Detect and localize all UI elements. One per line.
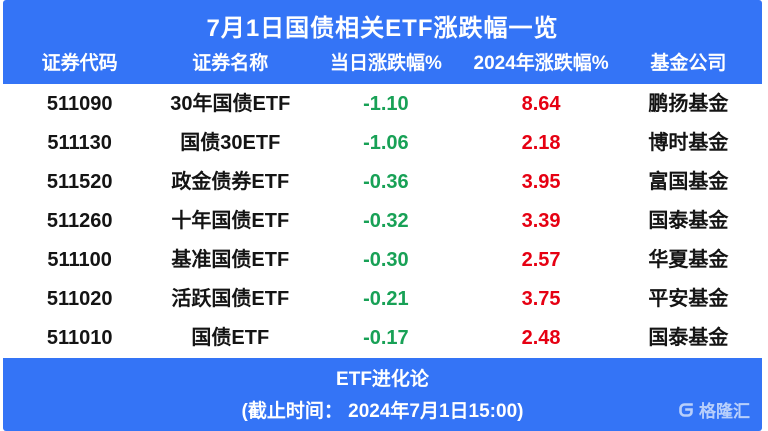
table-row: 511020 活跃国债ETF -0.21 3.75 平安基金 [3,280,762,319]
cell-code: 511130 [47,131,112,154]
col-header-code: 证券代码 [41,52,118,74]
col-header-name: 证券名称 [192,52,269,74]
table-body: 511090 30年国债ETF -1.10 8.64 鹏扬基金 511130 国… [3,84,762,358]
cell-day-change: -1.10 [363,92,409,115]
cell-code: 511100 [47,249,112,272]
cell-code: 511520 [46,170,113,193]
table-row: 511100 基准国债ETF -0.30 2.57 华夏基金 [3,241,762,280]
title-header-block: 7月1日国债相关ETF涨跌幅一览 证券代码 证券名称 当日涨跌幅% 2024年涨… [3,0,762,84]
cell-name: 国债ETF [191,327,270,350]
cell-day-change: -0.36 [363,170,409,193]
table-header-row: 证券代码 证券名称 当日涨跌幅% 2024年涨跌幅% 基金公司 [3,44,762,84]
footer-bar: ETF进化论 (截止时间： 2024年7月1日15:00) 格隆汇 [3,358,762,431]
cell-company: 富国基金 [648,170,729,193]
cell-company: 国泰基金 [648,209,729,232]
cell-company: 鹏扬基金 [648,92,729,115]
cell-ytd-change: 2.48 [521,327,561,350]
cell-name: 国债30ETF [180,131,281,154]
table-row: 511090 30年国债ETF -1.10 8.64 鹏扬基金 [3,84,762,123]
cell-ytd-change: 3.75 [521,288,561,311]
cell-name: 政金债券ETF [171,170,290,193]
cell-name: 30年国债ETF [170,92,291,115]
gelonghui-watermark: 格隆汇 [677,397,750,422]
table-row: 511260 十年国债ETF -0.32 3.39 国泰基金 [3,201,762,240]
cell-ytd-change: 2.57 [521,249,561,272]
table-row: 511010 国债ETF -0.17 2.48 国泰基金 [3,319,762,358]
cell-company: 平安基金 [648,288,729,311]
cell-company: 国泰基金 [648,327,729,350]
cell-day-change: -0.30 [363,249,409,272]
cell-code: 511260 [46,209,113,232]
page-title: 7月1日国债相关ETF涨跌幅一览 [206,14,559,42]
cell-code: 511010 [46,327,113,350]
cell-name: 基准国债ETF [171,249,290,272]
cell-name: 活跃国债ETF [171,288,290,311]
watermark-text: 格隆汇 [699,402,750,421]
gelonghui-logo-icon [677,401,695,419]
cell-ytd-change: 3.39 [521,209,561,232]
cell-day-change: -0.17 [363,327,409,350]
cell-company: 华夏基金 [648,249,729,272]
footer-cutoff-time: (截止时间： 2024年7月1日15:00) [241,401,524,422]
cell-ytd-change: 8.64 [521,92,561,115]
col-header-company: 基金公司 [650,52,727,74]
col-header-ytd: 2024年涨跌幅% [473,52,609,74]
cell-code: 511020 [46,288,113,311]
cell-company: 博时基金 [648,131,729,154]
cell-day-change: -1.06 [363,131,409,154]
footer-source-label: ETF进化论 [336,369,429,390]
col-header-day: 当日涨跌幅% [329,52,442,74]
cell-day-change: -0.21 [363,288,409,311]
table-row: 511130 国债30ETF -1.06 2.18 博时基金 [3,123,762,162]
table-row: 511520 政金债券ETF -0.36 3.95 富国基金 [3,162,762,201]
cell-day-change: -0.32 [363,209,409,232]
cell-ytd-change: 2.18 [521,131,561,154]
cell-name: 十年国债ETF [171,209,290,232]
cell-code: 511090 [46,92,113,115]
cell-ytd-change: 3.95 [521,170,561,193]
